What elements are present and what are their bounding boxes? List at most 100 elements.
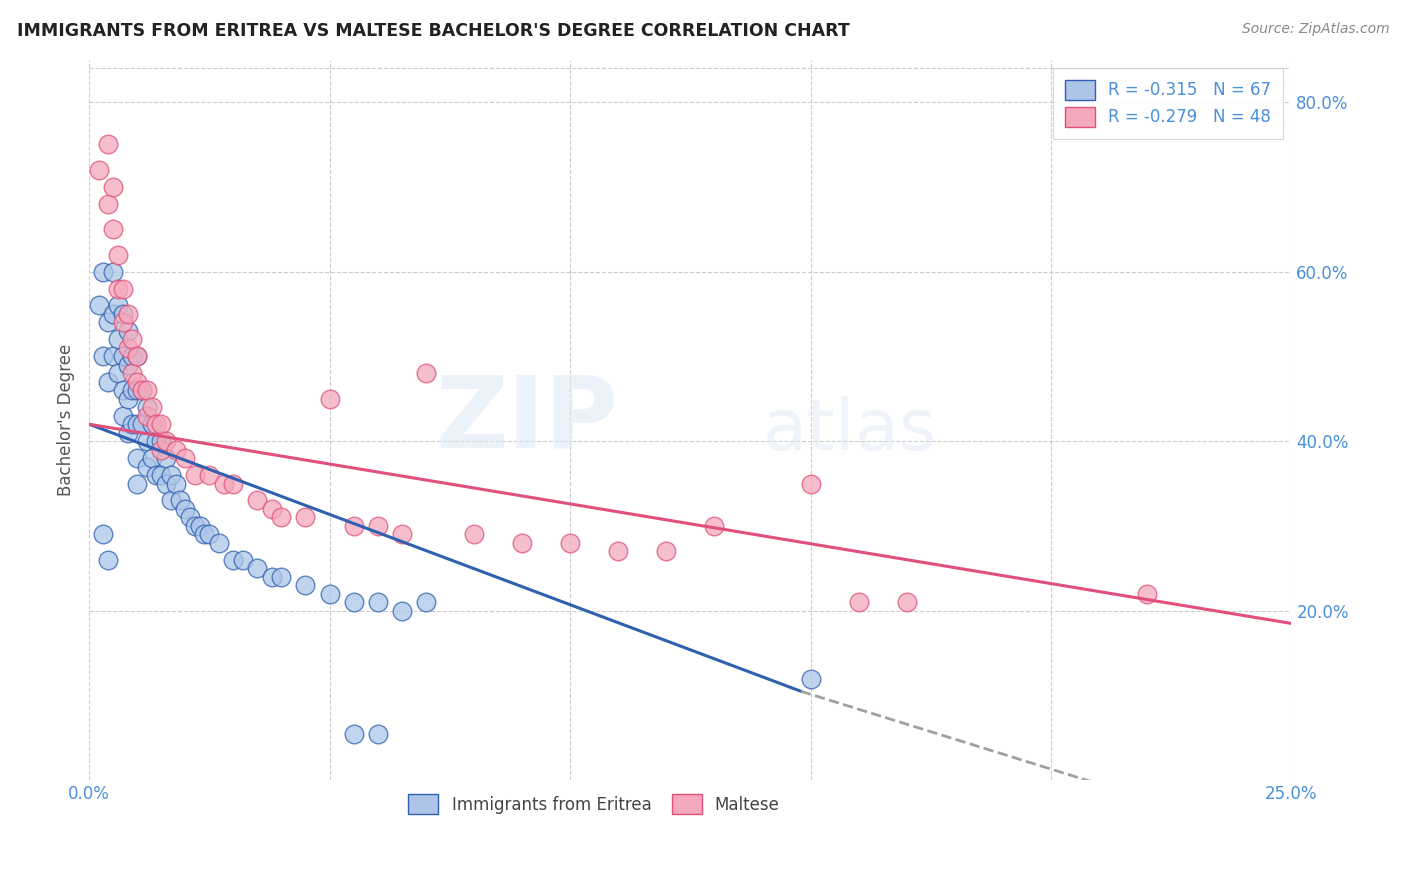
Point <box>391 604 413 618</box>
Point <box>165 442 187 457</box>
Point <box>896 595 918 609</box>
Point <box>131 384 153 398</box>
Point <box>111 315 134 329</box>
Point <box>97 315 120 329</box>
Point <box>101 264 124 278</box>
Point <box>131 384 153 398</box>
Point <box>415 367 437 381</box>
Point <box>184 468 207 483</box>
Point <box>415 595 437 609</box>
Point <box>367 726 389 740</box>
Point <box>127 375 149 389</box>
Text: atlas: atlas <box>762 396 936 466</box>
Point <box>111 307 134 321</box>
Point <box>127 451 149 466</box>
Point <box>222 553 245 567</box>
Point <box>150 442 173 457</box>
Point <box>155 451 177 466</box>
Point <box>169 493 191 508</box>
Point <box>463 527 485 541</box>
Point <box>111 409 134 423</box>
Point <box>1136 587 1159 601</box>
Point <box>107 367 129 381</box>
Point <box>799 476 821 491</box>
Point <box>101 179 124 194</box>
Point <box>93 264 115 278</box>
Point <box>246 561 269 575</box>
Point <box>145 468 167 483</box>
Point <box>188 519 211 533</box>
Point <box>87 298 110 312</box>
Point <box>135 459 157 474</box>
Point <box>198 468 221 483</box>
Point <box>141 417 163 432</box>
Point <box>117 358 139 372</box>
Point <box>141 451 163 466</box>
Point <box>127 384 149 398</box>
Point <box>160 493 183 508</box>
Point <box>135 434 157 449</box>
Point <box>93 527 115 541</box>
Point <box>121 417 143 432</box>
Point <box>111 384 134 398</box>
Point <box>145 417 167 432</box>
Point <box>607 544 630 558</box>
Point <box>174 502 197 516</box>
Legend: Immigrants from Eritrea, Maltese: Immigrants from Eritrea, Maltese <box>396 782 792 826</box>
Point <box>135 409 157 423</box>
Point <box>150 468 173 483</box>
Point <box>342 595 364 609</box>
Point <box>101 307 124 321</box>
Point <box>150 434 173 449</box>
Point <box>184 519 207 533</box>
Point <box>111 350 134 364</box>
Point <box>342 519 364 533</box>
Point <box>270 510 292 524</box>
Point <box>93 350 115 364</box>
Point <box>799 672 821 686</box>
Point <box>270 570 292 584</box>
Point <box>97 137 120 152</box>
Point <box>342 726 364 740</box>
Text: Source: ZipAtlas.com: Source: ZipAtlas.com <box>1241 22 1389 37</box>
Point <box>179 510 201 524</box>
Point <box>121 350 143 364</box>
Point <box>101 222 124 236</box>
Point <box>160 468 183 483</box>
Point <box>367 595 389 609</box>
Point <box>97 375 120 389</box>
Point <box>87 162 110 177</box>
Point <box>117 425 139 440</box>
Point <box>294 578 316 592</box>
Point <box>117 392 139 406</box>
Point <box>318 392 340 406</box>
Point <box>121 332 143 346</box>
Point <box>222 476 245 491</box>
Point <box>107 247 129 261</box>
Point <box>367 519 389 533</box>
Point <box>107 298 129 312</box>
Point <box>135 384 157 398</box>
Point <box>97 196 120 211</box>
Point <box>127 476 149 491</box>
Point <box>174 451 197 466</box>
Point <box>97 553 120 567</box>
Point <box>141 401 163 415</box>
Text: IMMIGRANTS FROM ERITREA VS MALTESE BACHELOR'S DEGREE CORRELATION CHART: IMMIGRANTS FROM ERITREA VS MALTESE BACHE… <box>17 22 849 40</box>
Point <box>260 570 283 584</box>
Point <box>117 307 139 321</box>
Point <box>703 519 725 533</box>
Point <box>121 367 143 381</box>
Point <box>127 417 149 432</box>
Point <box>155 476 177 491</box>
Point <box>131 417 153 432</box>
Point <box>318 587 340 601</box>
Point <box>558 536 581 550</box>
Point <box>391 527 413 541</box>
Point <box>212 476 235 491</box>
Point <box>121 384 143 398</box>
Point <box>117 341 139 355</box>
Point <box>101 350 124 364</box>
Point <box>107 332 129 346</box>
Y-axis label: Bachelor's Degree: Bachelor's Degree <box>58 343 75 496</box>
